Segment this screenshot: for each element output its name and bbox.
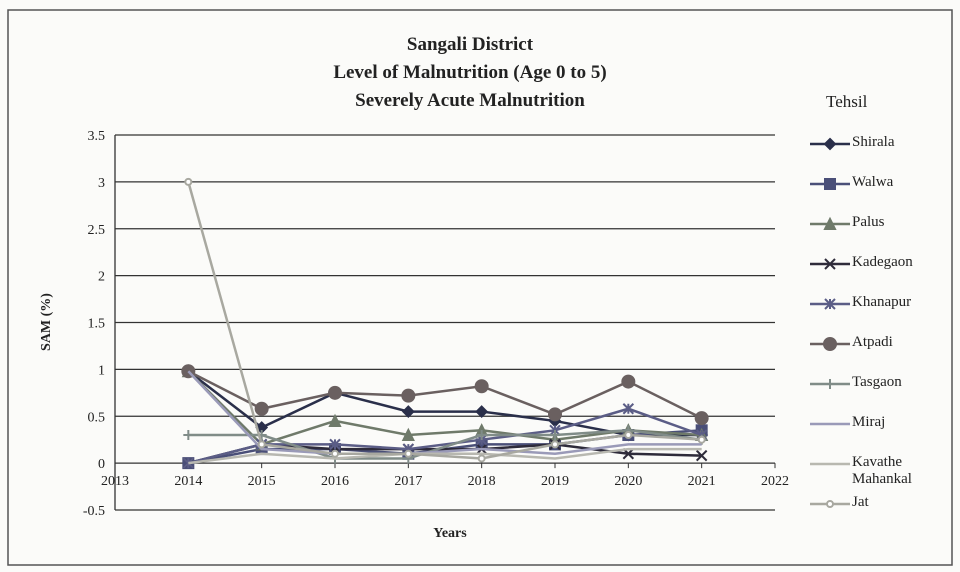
legend-swatch [810,216,850,230]
legend-swatch [810,379,850,389]
marker [184,177,193,186]
chart-subtitle: Level of Malnutrition (Age 0 to 5) [333,62,606,83]
marker [329,438,341,451]
legend-label: Kavathe Mahankal [852,454,912,487]
chart-title: Sangali District [407,34,534,55]
x-tick-label: 2015 [248,474,276,489]
marker [823,216,837,230]
legend-entry: Shirala [808,134,958,174]
legend-entry: Atpadi [808,334,958,374]
marker [328,385,342,400]
legend-label: Tasgaon [852,374,902,390]
marker [328,413,342,427]
legend-swatch [810,298,850,310]
marker [476,430,487,440]
legend-entry: Kavathe Mahankal [808,454,958,494]
marker [824,258,836,270]
x-tick-label: 2019 [541,474,569,489]
legend-swatch [810,462,850,466]
legend-entry: Palus [808,214,958,254]
x-tick-label: 2013 [101,474,129,489]
series-line [187,181,702,460]
legend-entry: Jat [808,494,958,534]
legend-label: Palus [852,214,885,230]
series-line [187,370,702,456]
marker [826,500,834,508]
marker [824,178,836,190]
legend: Tehsil Shirala Walwa Palus Kadegaon Khanapur… [808,92,958,534]
y-tick-label: 1.5 [88,317,106,332]
marker [621,374,636,389]
legend-title: Tehsil [826,92,868,111]
chart-subtitle: Severely Acute Malnutrition [355,90,585,111]
marker [183,430,194,440]
y-tick-label: 3 [98,176,105,191]
marker [401,405,415,418]
legend-swatch [810,500,850,508]
legend-entry: Tasgaon [808,374,958,414]
marker [825,379,835,389]
marker [694,411,709,426]
legend-swatch [810,337,850,351]
series-line [188,429,702,460]
marker [823,337,837,351]
series-line [188,407,703,465]
marker [695,449,708,462]
y-tick-label: 0.5 [88,410,106,425]
marker [182,457,195,469]
marker [624,431,633,439]
legend-entry: Khanapur [808,294,958,334]
x-tick-label: 2022 [761,474,789,489]
y-tick-label: -0.5 [83,504,105,519]
y-tick-label: 3.5 [88,129,106,144]
x-tick-label: 2016 [321,474,349,489]
y-tick-label: 2.5 [88,223,106,238]
y-tick-label: 0 [98,457,105,472]
legend-label: Atpadi [852,334,893,350]
marker [254,401,269,416]
marker [548,407,562,422]
legend-label: Khanapur [852,294,912,310]
marker [331,449,339,458]
series-line [188,447,702,465]
legend-swatch [810,422,850,426]
legend-label: Shirala [852,134,895,150]
y-tick-label: 2 [98,270,105,285]
chart-border [7,9,953,566]
marker [823,137,837,151]
marker [824,298,836,310]
legend-label: Kadegaon [852,254,913,270]
marker [551,440,559,449]
legend-entry: Miraj [808,414,958,454]
x-tick-label: 2014 [174,474,202,489]
marker [257,440,266,449]
legend-swatch [810,178,850,190]
x-tick-label: 2017 [394,474,422,489]
marker [477,454,486,463]
legend-label: Jat [852,494,869,510]
legend-label: Miraj [852,414,886,430]
legend-swatch [810,258,850,270]
series-line [187,370,703,420]
legend-swatch [810,137,850,151]
legend-entry: Walwa [808,174,958,214]
marker [550,430,560,440]
x-tick-label: 2021 [688,474,716,489]
x-tick-label: 2020 [614,474,642,489]
marker [475,405,489,418]
x-tick-label: 2018 [468,474,496,489]
marker [622,403,635,415]
marker [401,427,415,441]
marker [404,449,413,458]
marker [401,388,416,403]
y-tick-label: 1 [98,363,105,378]
marker [697,435,706,444]
marker [474,379,489,394]
legend-label: Walwa [852,174,894,190]
legend-entry: Kadegaon [808,254,958,294]
x-axis-label: Years [433,526,467,541]
y-axis-label: SAM (%) [39,293,54,351]
